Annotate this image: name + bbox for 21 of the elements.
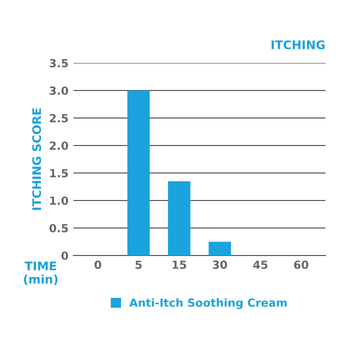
y-tick-label: 0.5	[49, 224, 68, 232]
chart-title: ITCHING	[272, 40, 325, 50]
x-tick-label: 0	[94, 260, 102, 269]
bar	[168, 181, 190, 256]
y-tick-label: 1.0	[50, 196, 68, 205]
y-axis-title: ITCHING SCORE	[32, 108, 42, 210]
y-tick-label: 2.5	[50, 114, 68, 122]
x-tick-label: 5	[136, 260, 142, 269]
y-tick-label: 0	[61, 251, 68, 260]
x-tick-label: 15	[172, 260, 186, 269]
x-tick-label: 60	[294, 260, 308, 269]
legend-label: Anti-Itch Soothing Cream	[129, 298, 287, 310]
x-tick-label: 30	[212, 260, 228, 269]
y-tick-label: 3.0	[50, 86, 68, 95]
y-tick-label: 1.5	[50, 169, 68, 178]
y-tick-label: 3.5	[50, 58, 68, 68]
bar	[127, 90, 150, 256]
y-tick-label: 2.0	[50, 141, 68, 150]
bar	[208, 242, 231, 256]
x-axis-title: TIME (min)	[24, 262, 58, 286]
x-tick-label: 45	[253, 260, 268, 269]
